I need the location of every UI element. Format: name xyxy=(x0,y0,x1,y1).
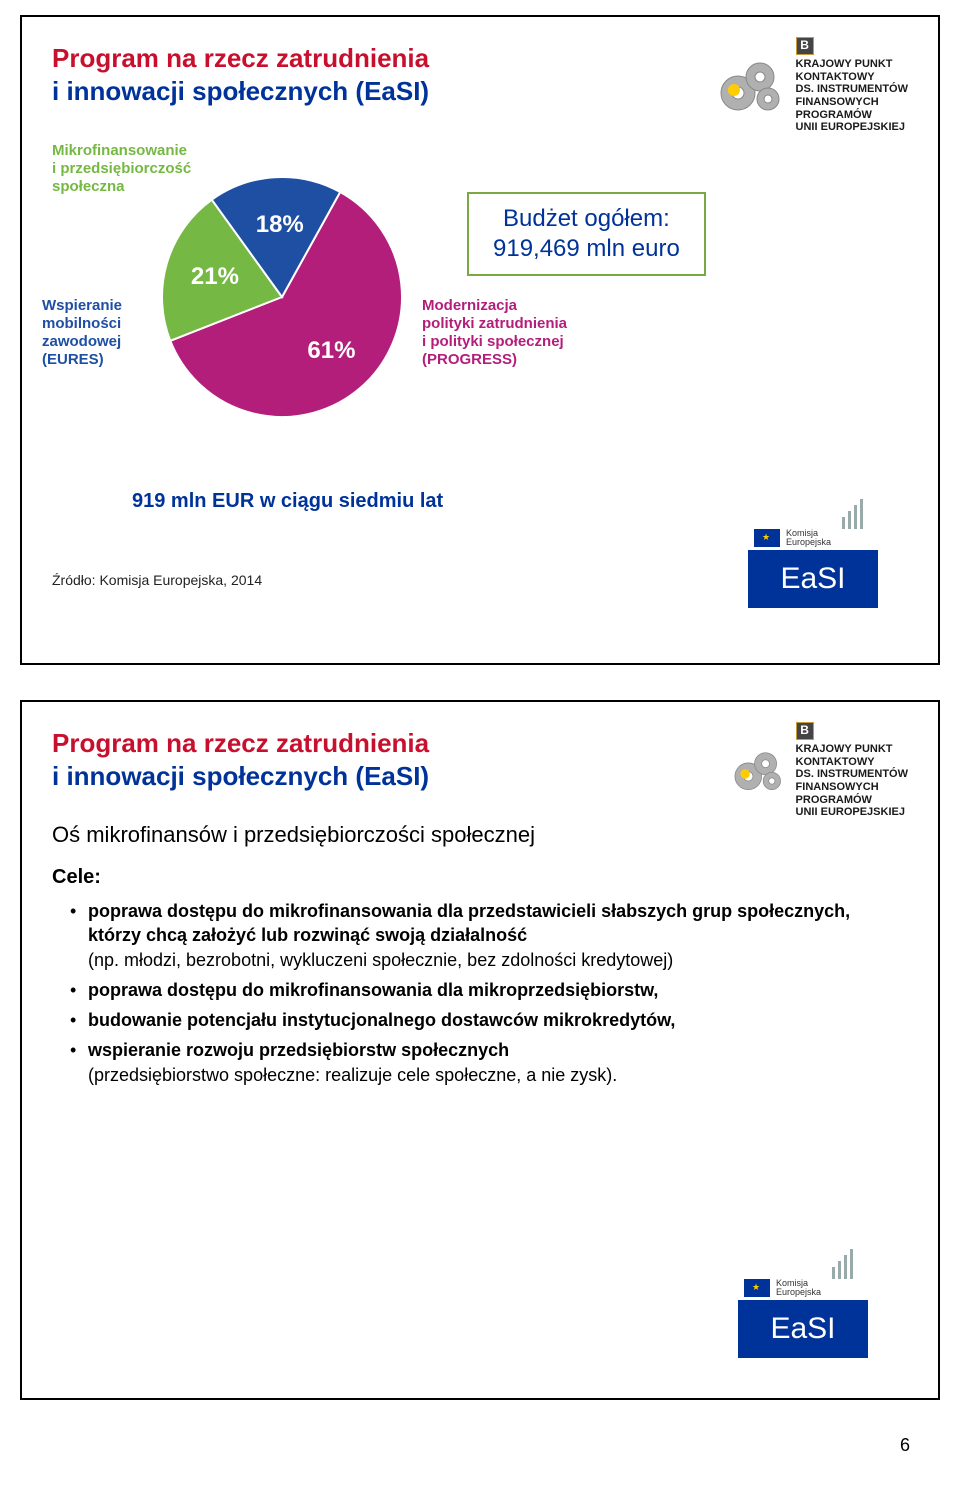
slide2-subtitle: Oś mikrofinansów i przedsiębiorczości sp… xyxy=(52,822,908,848)
goal-note-text: (przedsiębiorstwo społeczne: realizuje c… xyxy=(88,1065,617,1085)
kpk-logo-block-2: B KRAJOWY PUNKT KONTAKTOWY DS. INSTRUMEN… xyxy=(731,722,908,819)
goal-item: poprawa dostępu do mikrofinansowania dla… xyxy=(70,899,908,972)
gears-icon xyxy=(716,55,786,115)
goal-bold-text: poprawa dostępu do mikrofinansowania dla… xyxy=(88,901,850,945)
slide-1: Program na rzecz zatrudnienia i innowacj… xyxy=(20,15,940,665)
kpk-text: B KRAJOWY PUNKT KONTAKTOWY DS. INSTRUMEN… xyxy=(796,37,908,134)
gears-icon xyxy=(731,746,786,794)
ec-label: KomisjaEuropejska xyxy=(776,1279,821,1297)
pie-pct-61: 61% xyxy=(307,337,355,365)
kpk-logo-block: B KRAJOWY PUNKT KONTAKTOWY DS. INSTRUMEN… xyxy=(716,37,908,134)
kpk-b-mark: B xyxy=(796,722,814,740)
source-text: Źródło: Komisja Europejska, 2014 xyxy=(52,572,262,588)
easi-box: EaSI xyxy=(738,1300,868,1358)
goal-item: wspieranie rozwoju przedsiębiorstw społe… xyxy=(70,1038,908,1087)
kpk-b-mark: B xyxy=(796,37,814,55)
ec-bars-icon xyxy=(828,1249,868,1279)
easi-box: EaSI xyxy=(748,550,878,608)
title-line2: i innowacji społecznych (EaSI) xyxy=(52,76,429,106)
pie-chart: 61% 21% 18% xyxy=(152,167,412,427)
pie-pct-21: 21% xyxy=(191,263,239,291)
goal-item: poprawa dostępu do mikrofinansowania dla… xyxy=(70,978,908,1002)
pie-label-eures: Wspieranie mobilności zawodowej (EURES) xyxy=(42,297,122,369)
pie-label-progress: Modernizacja polityki zatrudnienia i pol… xyxy=(422,297,567,369)
footer-919mln: 919 mln EUR w ciągu siedmiu lat xyxy=(132,490,443,513)
kpk-text: B KRAJOWY PUNKT KONTAKTOWY DS. INSTRUMEN… xyxy=(796,722,908,819)
goal-bold-text: wspieranie rozwoju przedsiębiorstw społe… xyxy=(88,1040,509,1060)
goal-note-text: (np. młodzi, bezrobotni, wykluczeni społ… xyxy=(88,950,673,970)
title-line2: i innowacji społecznych (EaSI) xyxy=(52,761,429,791)
goals-list: poprawa dostępu do mikrofinansowania dla… xyxy=(52,899,908,1087)
ec-bars-icon xyxy=(838,499,878,529)
easi-logo: KomisjaEuropejska EaSI xyxy=(748,529,878,608)
budget-box: Budżet ogółem: 919,469 mln euro xyxy=(467,192,706,276)
page-number: 6 xyxy=(900,1435,910,1456)
title-line1: Program na rzecz zatrudnienia xyxy=(52,728,429,758)
slide-2: Program na rzecz zatrudnienia i innowacj… xyxy=(20,700,940,1400)
goal-bold-text: budowanie potencjału instytucjonalnego d… xyxy=(88,1010,675,1030)
goal-item: budowanie potencjału instytucjonalnego d… xyxy=(70,1008,908,1032)
easi-logo-2: KomisjaEuropejska EaSI xyxy=(738,1279,868,1358)
goal-bold-text: poprawa dostępu do mikrofinansowania dla… xyxy=(88,980,658,1000)
pie-pct-18: 18% xyxy=(256,211,304,239)
eu-flag-icon xyxy=(744,1279,770,1297)
eu-flag-icon xyxy=(754,529,780,547)
title-line1: Program na rzecz zatrudnienia xyxy=(52,43,429,73)
ec-label: KomisjaEuropejska xyxy=(786,529,831,547)
ec-flag: KomisjaEuropejska xyxy=(738,1279,868,1297)
ec-flag: KomisjaEuropejska xyxy=(748,529,878,547)
cele-heading: Cele: xyxy=(52,866,908,889)
